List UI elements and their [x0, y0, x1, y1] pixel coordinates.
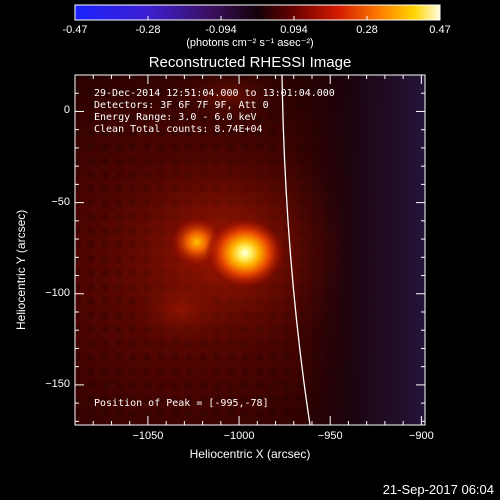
plot-title: Reconstructed RHESSI Image — [148, 54, 352, 71]
footer-timestamp: 21-Sep-2017 06:04 — [382, 482, 494, 497]
plot-frame — [74, 74, 426, 426]
peak-source — [205, 217, 285, 289]
solar-limb — [281, 75, 311, 425]
energy-range-text: Energy Range: 3.0 - 6.0 keV — [94, 112, 257, 123]
colorbar-tick-label: -0.47 — [62, 24, 88, 36]
peak-position-text: Position of Peak = [-995,-78] — [94, 398, 269, 409]
x-tick-label: −950 — [317, 430, 343, 442]
y-tick-label: −150 — [45, 377, 70, 390]
x-axis-label: Heliocentric X (arcsec) — [189, 447, 311, 461]
y-axis-label: Heliocentric Y (arcsec) — [14, 209, 28, 330]
colorbar-frame — [74, 4, 441, 21]
y-tick-label: −50 — [51, 195, 70, 208]
detectors-text: Detectors: 3F 6F 7F 9F, Att 0 — [94, 100, 269, 111]
y-axis-ticks — [75, 74, 425, 422]
x-tick-label: −900 — [408, 430, 434, 442]
colorbar-tick-label: 0.47 — [429, 24, 451, 36]
x-axis-ticks — [74, 75, 422, 425]
y-tick-label: −100 — [45, 286, 70, 299]
colorbar-tick-label: -0.094 — [205, 24, 237, 36]
colorbar-tick-label: 0.094 — [280, 24, 308, 36]
colorbar-tick-label: 0.28 — [356, 24, 378, 36]
y-tick-label: 0 — [63, 104, 70, 117]
colorbar-gradient — [75, 5, 440, 20]
clean-counts-text: Clean Total counts: 8.74E+04 — [94, 124, 263, 135]
colorbar-tick-label: -0.28 — [135, 24, 161, 36]
x-tick-label: −1000 — [223, 430, 255, 442]
rhessi-image — [75, 75, 425, 425]
colorbar-ticks — [74, 16, 441, 20]
x-tick-label: −1050 — [132, 430, 164, 442]
colorbar-units: (photons cm⁻² s⁻¹ asec⁻²) — [186, 37, 314, 49]
time-range-text: 29-Dec-2014 12:51:04.000 to 13:01:04.000 — [94, 88, 335, 99]
